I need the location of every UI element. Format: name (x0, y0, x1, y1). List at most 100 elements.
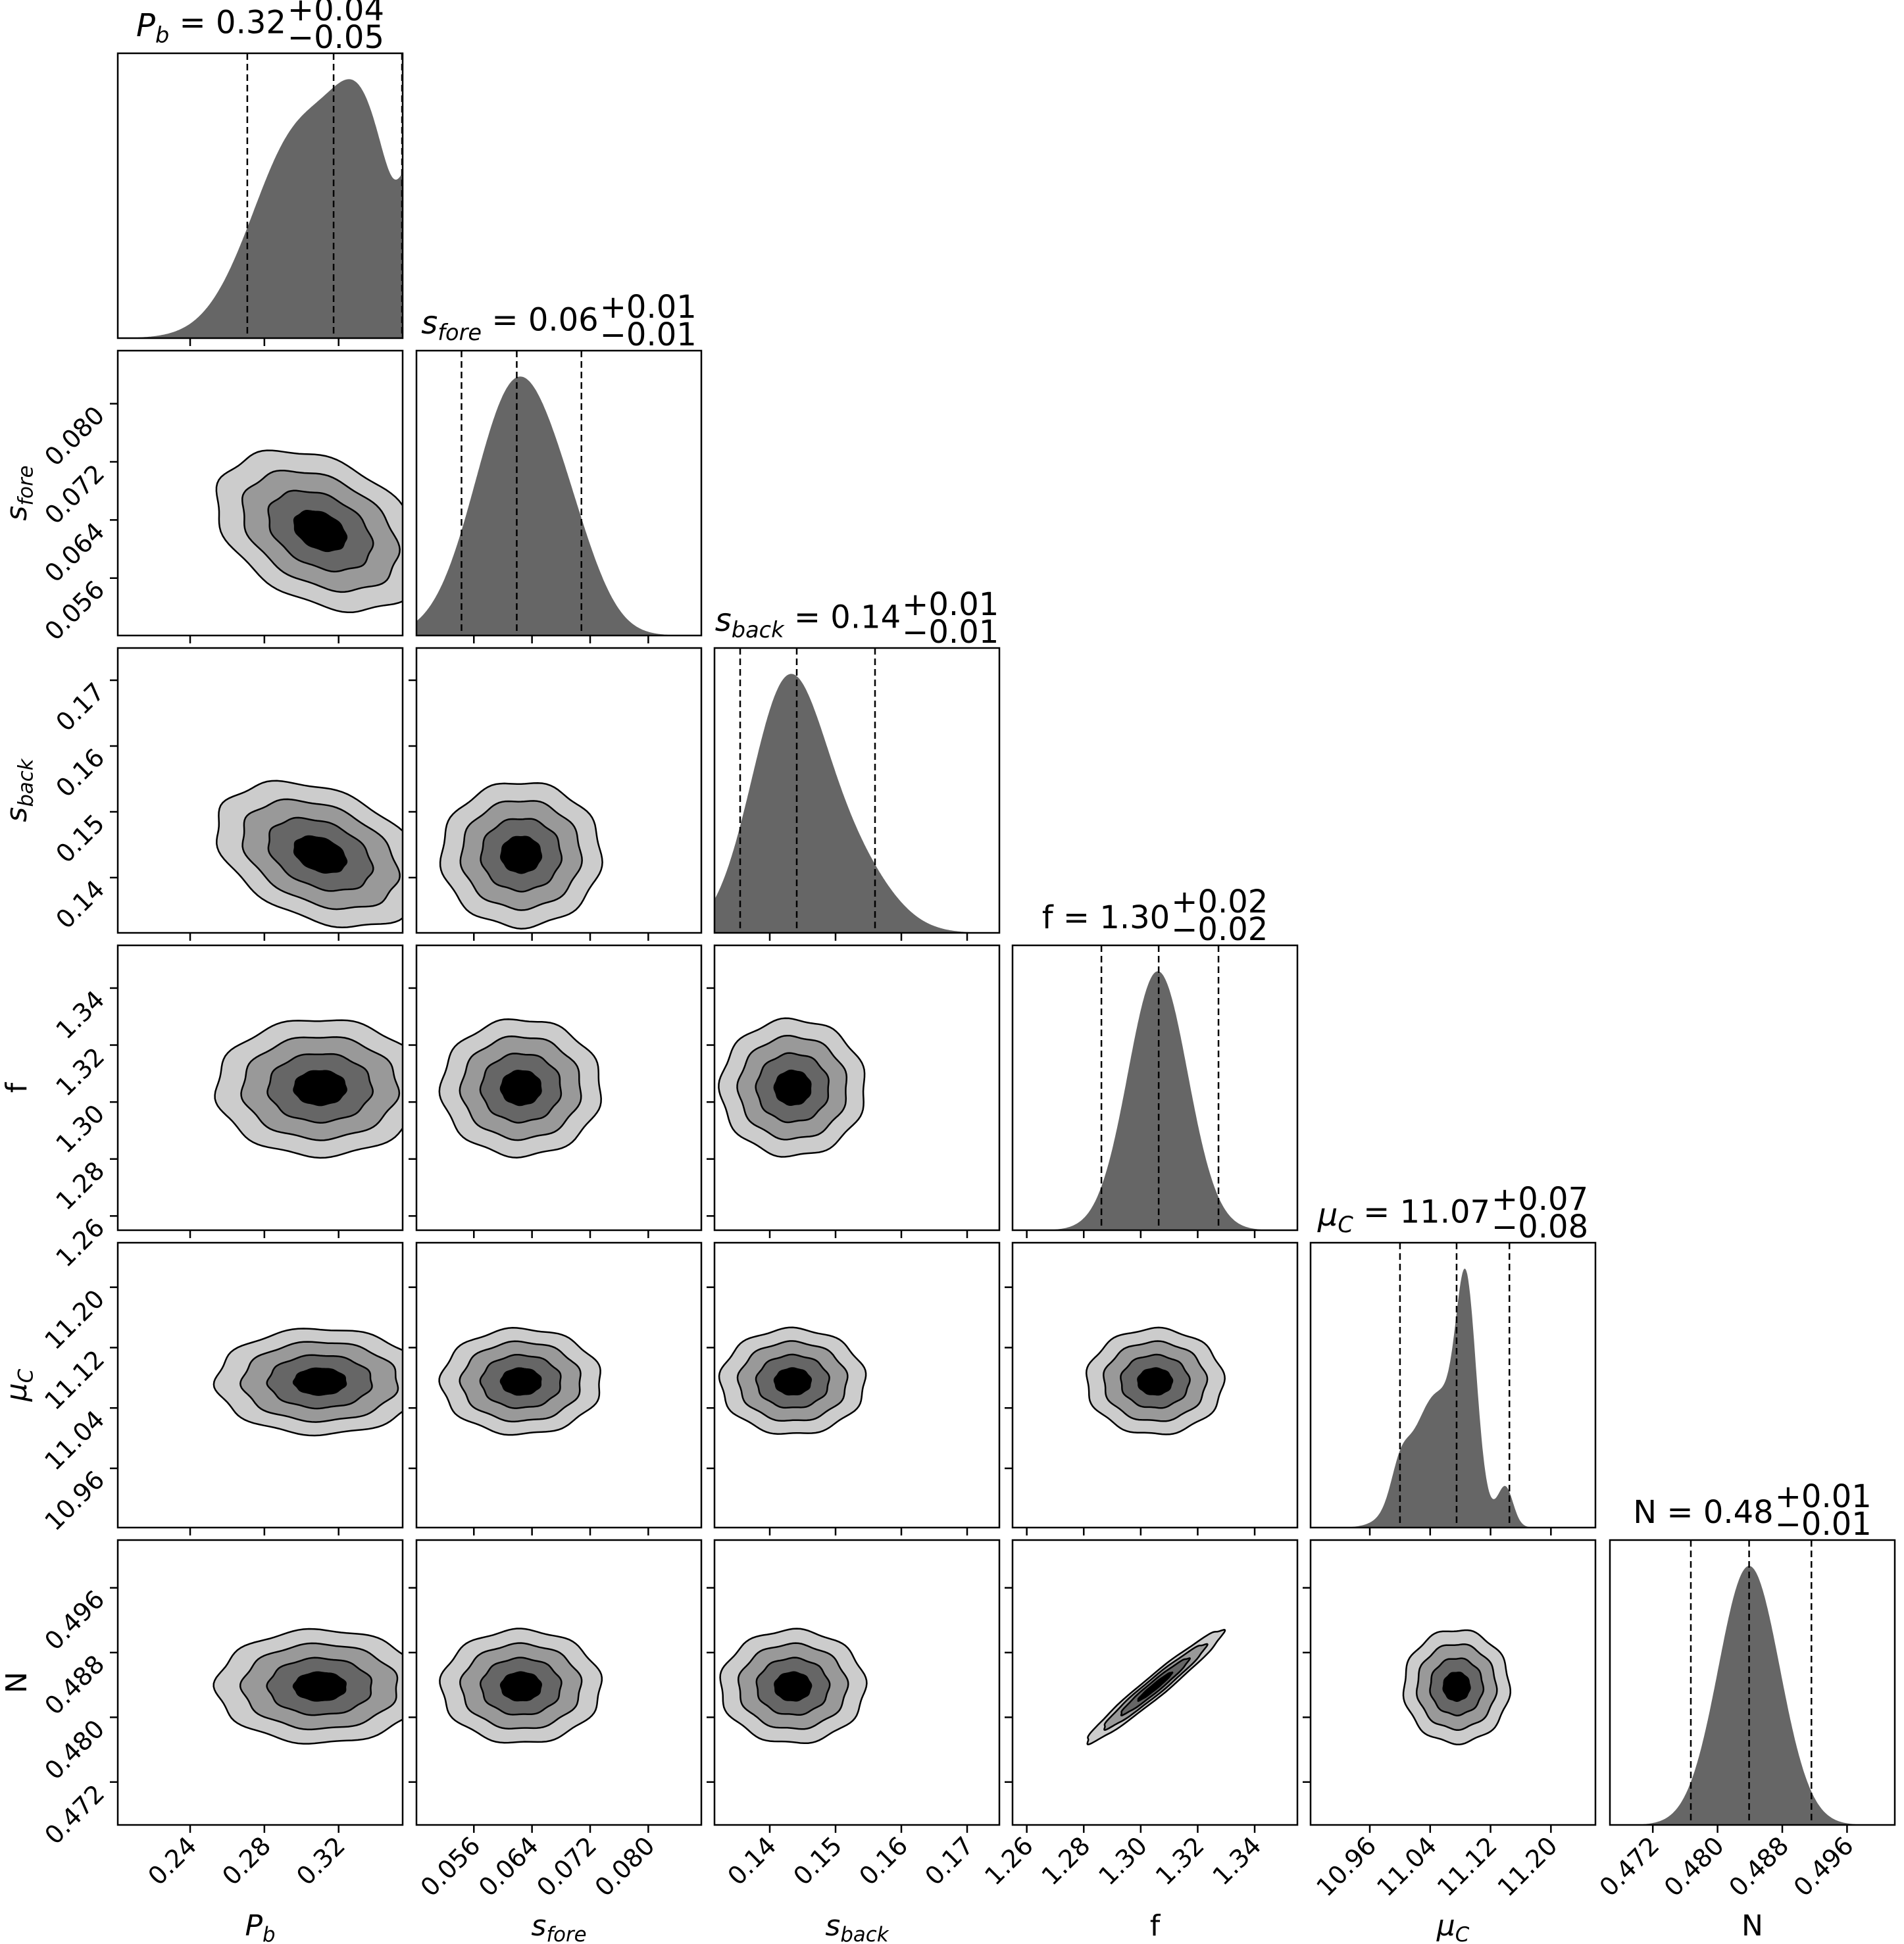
contour-level-0.5-sigma (499, 1070, 542, 1107)
contour-level-0.5-sigma (293, 1070, 347, 1107)
contour-panel-Pb-sback: 0.14 0.15 0.160.17 (50, 647, 404, 941)
contour-level-0.5-sigma (292, 1671, 347, 1702)
axis-label: sfore = 0.06 (421, 302, 598, 345)
title-equals: = (1657, 1494, 1703, 1531)
contour-level-0.5-sigma (773, 1069, 812, 1106)
label-sub: fore (14, 465, 38, 505)
x-tick-label: 0.16 (853, 1831, 913, 1891)
y-tick-label: 1.28 (50, 1156, 110, 1216)
panel-content (1085, 1326, 1226, 1435)
title-value: 0.32 (216, 5, 286, 41)
label-sub: C (14, 1368, 38, 1383)
contour-level-0.5-sigma (292, 1367, 347, 1396)
histogram-bars (118, 79, 403, 338)
panel-title: sback = 0.14 +0.01−0.01 (715, 586, 999, 651)
title-plus-error: +0.01 (600, 289, 697, 326)
panel-content (213, 1328, 403, 1437)
axis-label: μC (1436, 1909, 1470, 1944)
panel-content (215, 449, 403, 614)
panel-content (118, 53, 403, 338)
contour-level-0.5-sigma (774, 1671, 813, 1702)
label-sub: b (263, 1923, 276, 1944)
contour-panel-sfore-muC (409, 1241, 703, 1535)
panel-content (1311, 1243, 1595, 1528)
histogram-bars (416, 376, 701, 636)
label-main: N (1633, 1494, 1657, 1531)
axis-label: f (1150, 1909, 1161, 1943)
panel-frame (1309, 1241, 1597, 1529)
label-sub: fore (546, 1923, 586, 1944)
y-tick-label: 0.072 (39, 459, 110, 530)
histogram-panel-Pb: Pb = 0.32 +0.04−0.05 (116, 0, 404, 346)
panel-content (718, 1017, 866, 1158)
panel-content (438, 1018, 602, 1159)
contour-panel-Pb-f: 1.261.281.301.321.34 (50, 944, 404, 1273)
panel-frame (1011, 1539, 1299, 1826)
x-tick-label: 10.96 (1311, 1831, 1382, 1902)
histogram-bars (1013, 971, 1297, 1230)
y-tick-label: 11.04 (39, 1405, 110, 1476)
x-tick-label: 0.080 (589, 1831, 661, 1902)
label-main: P (245, 1909, 263, 1943)
histogram-bars (1610, 1566, 1895, 1825)
y-tick-label: 0.064 (39, 517, 110, 588)
x-tick-label: 0.17 (919, 1831, 979, 1891)
y-tick-label: 11.20 (39, 1284, 110, 1355)
label-main: P (136, 7, 155, 44)
axis-label: f = 1.30 (1042, 899, 1170, 936)
x-tick-label: 11.20 (1492, 1831, 1563, 1902)
panel-content (214, 1019, 403, 1159)
panel-title: μC = 11.07 +0.07−0.08 (1317, 1181, 1588, 1245)
panel-frame (415, 1241, 703, 1529)
label-main: N (0, 1672, 34, 1693)
y-tick-label: 1.32 (50, 1042, 110, 1102)
axis-label: Pb (245, 1909, 275, 1944)
contour-level-0.5-sigma (773, 1367, 813, 1396)
label-main: N (1741, 1909, 1763, 1943)
axis-label: μC = 11.07 (1317, 1194, 1490, 1237)
axis-label: sfore (0, 465, 38, 520)
panel-content (718, 1326, 867, 1435)
x-tick-label: 1.28 (1036, 1831, 1096, 1891)
panel-content (213, 1628, 403, 1745)
axis-label: sback (825, 1909, 889, 1944)
panel-frame (116, 1241, 404, 1529)
title-minus-error: −0.01 (600, 316, 697, 353)
x-tick-label: 0.15 (788, 1831, 847, 1891)
panel-content (439, 782, 603, 930)
panel-content (719, 1628, 868, 1745)
contour-panel-sfore-f (409, 944, 703, 1238)
label-sub: C (1338, 1212, 1353, 1237)
histogram-bars (714, 674, 999, 933)
histogram-panel-muC: μC = 11.07 +0.07−0.08 (1309, 1181, 1597, 1535)
y-tick-label: 0.14 (50, 874, 110, 934)
y-tick-label: 11.12 (39, 1345, 110, 1416)
panel-content (1013, 945, 1297, 1230)
title-plus-error: +0.04 (288, 0, 384, 28)
title-plus-error: +0.02 (1171, 884, 1268, 920)
axis-label: N = 0.48 (1633, 1494, 1774, 1531)
x-tick-label: 11.12 (1432, 1831, 1503, 1902)
x-tick-label: 0.32 (291, 1831, 351, 1891)
contour-level-0.5-sigma (293, 510, 348, 553)
panel-content (714, 648, 999, 933)
histogram-bars (1311, 1268, 1595, 1528)
label-main: s (715, 602, 732, 639)
y-tick-label: 0.15 (50, 809, 110, 868)
y-tick-label: 10.96 (39, 1465, 110, 1536)
panel-frame (415, 1539, 703, 1826)
label-main: s (825, 1909, 840, 1943)
x-tick-label: 0.496 (1788, 1831, 1859, 1902)
panel-title: f = 1.30 +0.02−0.02 (1042, 884, 1268, 948)
title-minus-error: −0.01 (1775, 1506, 1872, 1543)
x-tick-label: 0.480 (1659, 1831, 1730, 1902)
panel-frame (116, 944, 404, 1232)
x-tick-label: 1.34 (1207, 1831, 1266, 1891)
title-plus-error: +0.01 (1775, 1478, 1872, 1515)
axis-label: f (0, 1082, 34, 1093)
x-tick-label: 1.30 (1093, 1831, 1153, 1891)
